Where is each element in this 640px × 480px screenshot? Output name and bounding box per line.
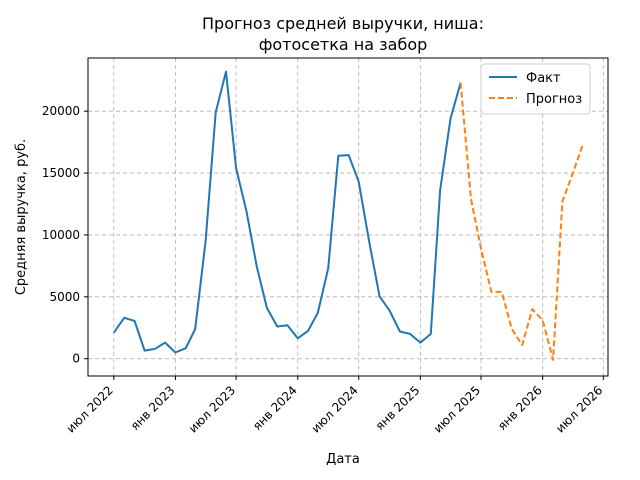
chart-title-line-2: фотосетка на забор (259, 35, 428, 54)
y-tick-label: 10000 (42, 228, 80, 242)
y-tick-label: 5000 (49, 290, 80, 304)
y-tick-label: 0 (72, 352, 80, 366)
y-tick-label: 20000 (42, 104, 80, 118)
chart-title-line-1: Прогноз средней выручки, ниша: (202, 14, 484, 33)
series-lines (112, 70, 584, 361)
y-axis-label: Средняя выручка, руб. (14, 139, 29, 295)
legend: Факт Прогноз (480, 63, 591, 115)
legend-label-forecast: Прогноз (526, 92, 582, 107)
y-tick-label: 15000 (42, 166, 80, 180)
series-line-fact (112, 70, 462, 354)
plot-area-frame (87, 57, 609, 377)
legend-label-fact: Факт (526, 71, 561, 86)
series-line-forecast (459, 82, 584, 361)
x-axis-label: Дата (326, 452, 360, 467)
